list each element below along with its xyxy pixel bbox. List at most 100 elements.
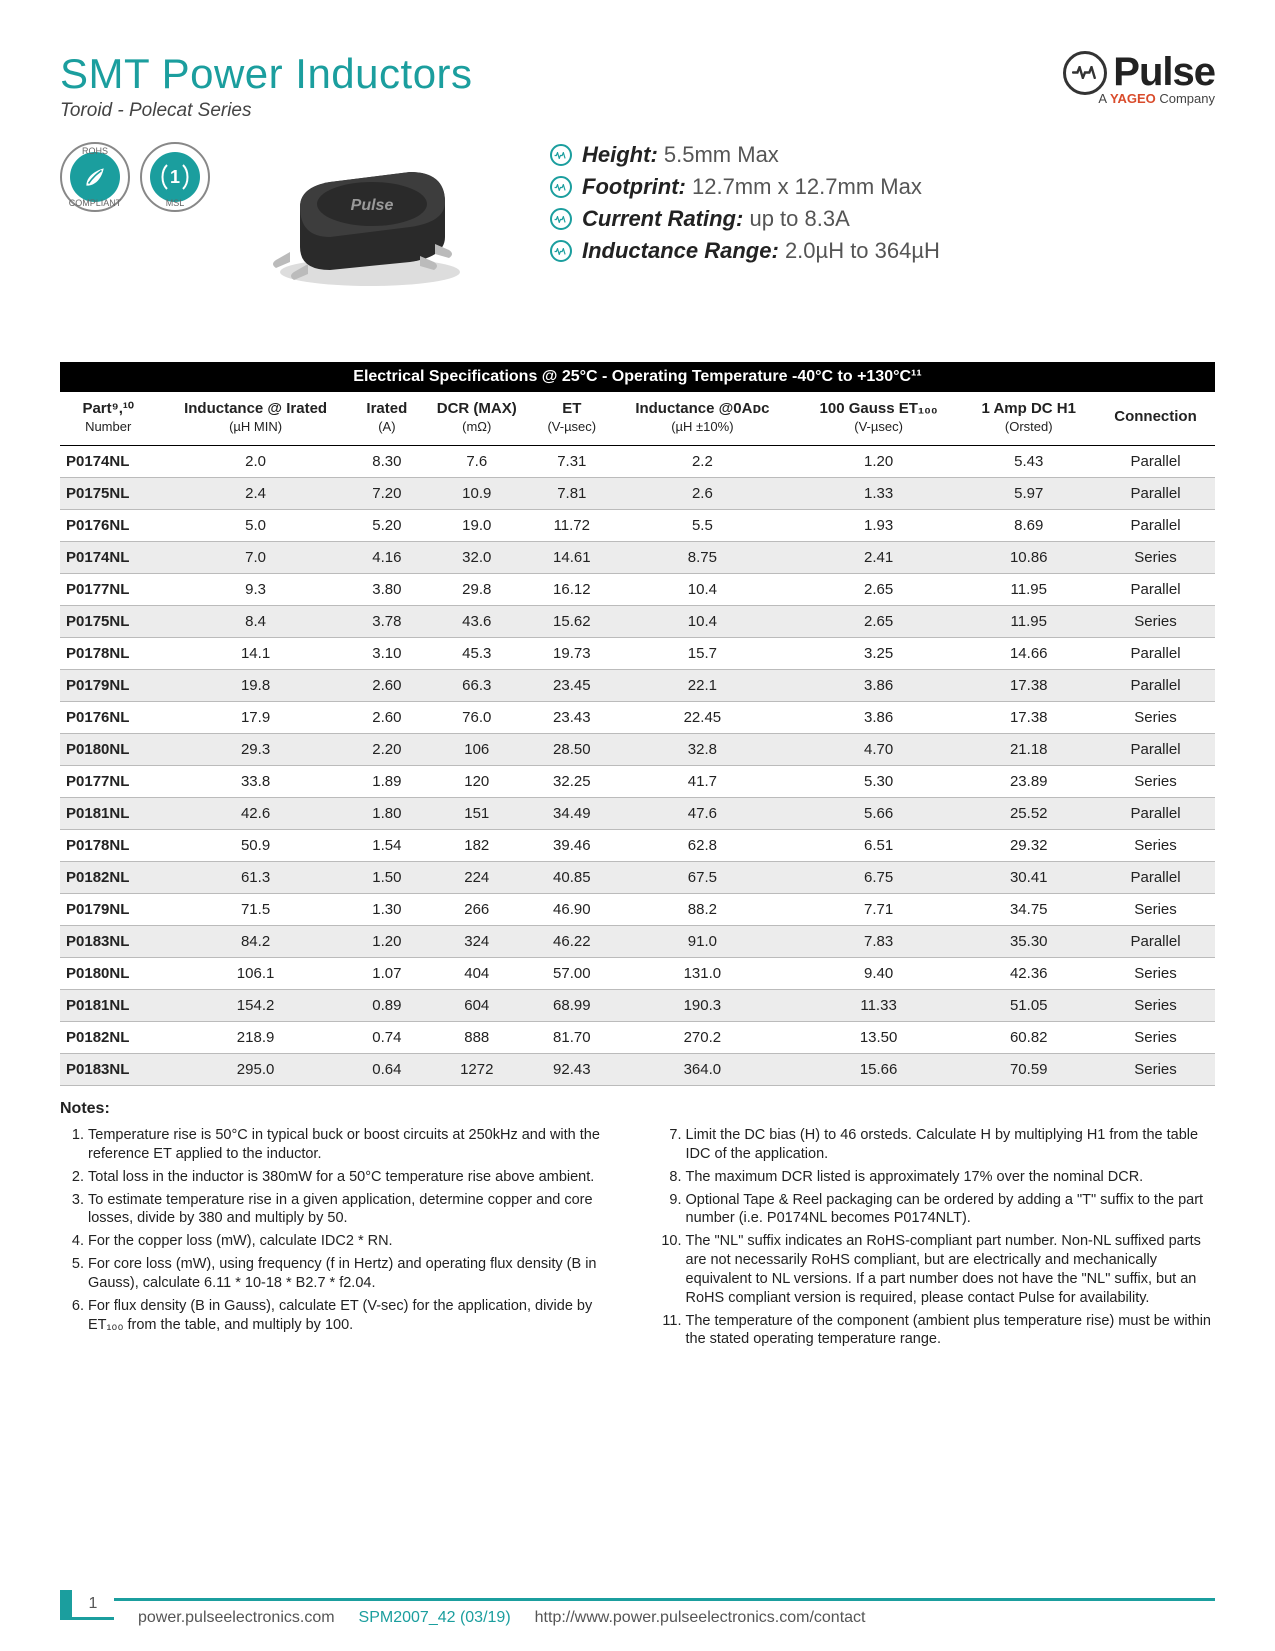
column-header: ET(V-µsec) (535, 392, 609, 446)
spec-label: Current Rating: (582, 206, 743, 231)
note-item: To estimate temperature rise in a given … (88, 1191, 618, 1229)
data-cell: 33.8 (156, 766, 354, 798)
column-header: 100 Gauss ET₁₀₀(V-µsec) (796, 392, 962, 446)
table-row: P0177NL33.81.8912032.2541.75.3023.89Seri… (60, 766, 1215, 798)
data-cell: 2.60 (355, 702, 419, 734)
data-cell: Parallel (1096, 798, 1215, 830)
bullet-icon (550, 208, 572, 230)
note-item: The maximum DCR listed is approximately … (686, 1168, 1216, 1187)
data-cell: 182 (419, 830, 535, 862)
data-cell: 8.30 (355, 446, 419, 478)
data-cell: 604 (419, 990, 535, 1022)
note-item: The temperature of the component (ambien… (686, 1312, 1216, 1350)
data-cell: 8.4 (156, 606, 354, 638)
data-cell: 2.6 (609, 478, 796, 510)
data-cell: 3.10 (355, 638, 419, 670)
pulse-mark-icon (1063, 51, 1107, 95)
data-cell: 9.3 (156, 574, 354, 606)
rohs-label-bottom: COMPLIANT (69, 198, 122, 208)
key-spec-item: Inductance Range: 2.0µH to 364µH (550, 238, 1215, 264)
column-header: 1 Amp DC H1(Orsted) (961, 392, 1096, 446)
part-number-cell: P0178NL (60, 638, 156, 670)
data-cell: 1.20 (355, 926, 419, 958)
compliance-badges: ROHS COMPLIANT 1 MSL (60, 142, 210, 212)
part-number-cell: P0177NL (60, 574, 156, 606)
tagline-brand: YAGEO (1110, 91, 1156, 106)
table-row: P0176NL17.92.6076.023.4322.453.8617.38Se… (60, 702, 1215, 734)
data-cell: 39.46 (535, 830, 609, 862)
data-cell: Series (1096, 606, 1215, 638)
data-cell: 3.80 (355, 574, 419, 606)
table-row: P0179NL19.82.6066.323.4522.13.8617.38Par… (60, 670, 1215, 702)
data-cell: 71.5 (156, 894, 354, 926)
data-cell: Series (1096, 1022, 1215, 1054)
footer-docid: SPM2007_42 (03/19) (359, 1609, 511, 1627)
part-number-cell: P0178NL (60, 830, 156, 862)
spec-table-section: Electrical Specifications @ 25°C - Opera… (60, 362, 1215, 1086)
data-cell: 50.9 (156, 830, 354, 862)
part-number-cell: P0183NL (60, 1054, 156, 1086)
data-cell: 28.50 (535, 734, 609, 766)
data-cell: 1.93 (796, 510, 962, 542)
data-cell: 29.8 (419, 574, 535, 606)
data-cell: 14.1 (156, 638, 354, 670)
part-number-cell: P0181NL (60, 798, 156, 830)
part-number-cell: P0175NL (60, 606, 156, 638)
column-header: Connection (1096, 392, 1215, 446)
page-title: SMT Power Inductors (60, 50, 473, 98)
data-cell: 11.95 (961, 606, 1096, 638)
svg-text:Pulse: Pulse (351, 197, 394, 214)
part-number-cell: P0180NL (60, 734, 156, 766)
data-cell: 5.43 (961, 446, 1096, 478)
data-cell: 34.75 (961, 894, 1096, 926)
part-number-cell: P0182NL (60, 862, 156, 894)
data-cell: 1.33 (796, 478, 962, 510)
table-row: P0181NL154.20.8960468.99190.311.3351.05S… (60, 990, 1215, 1022)
data-cell: 62.8 (609, 830, 796, 862)
table-row: P0182NL218.90.7488881.70270.213.5060.82S… (60, 1022, 1215, 1054)
data-cell: Series (1096, 542, 1215, 574)
note-item: Temperature rise is 50°C in typical buck… (88, 1126, 618, 1164)
data-cell: 8.75 (609, 542, 796, 574)
data-cell: 1272 (419, 1054, 535, 1086)
data-cell: 68.99 (535, 990, 609, 1022)
data-cell: 46.22 (535, 926, 609, 958)
data-cell: 29.32 (961, 830, 1096, 862)
data-cell: 10.86 (961, 542, 1096, 574)
data-cell: 13.50 (796, 1022, 962, 1054)
data-cell: 14.61 (535, 542, 609, 574)
data-cell: 30.41 (961, 862, 1096, 894)
data-cell: 2.65 (796, 574, 962, 606)
data-cell: 404 (419, 958, 535, 990)
part-number-cell: P0177NL (60, 766, 156, 798)
data-cell: 88.2 (609, 894, 796, 926)
data-cell: Parallel (1096, 478, 1215, 510)
column-header: Irated(A) (355, 392, 419, 446)
key-spec-item: Current Rating: up to 8.3A (550, 206, 1215, 232)
data-cell: 5.66 (796, 798, 962, 830)
data-cell: 7.0 (156, 542, 354, 574)
data-cell: 23.43 (535, 702, 609, 734)
data-cell: 7.81 (535, 478, 609, 510)
bullet-icon (550, 240, 572, 262)
data-cell: 15.66 (796, 1054, 962, 1086)
data-cell: Series (1096, 958, 1215, 990)
table-row: P0183NL84.21.2032446.2291.07.8335.30Para… (60, 926, 1215, 958)
data-cell: 4.70 (796, 734, 962, 766)
data-cell: 11.95 (961, 574, 1096, 606)
data-cell: 46.90 (535, 894, 609, 926)
data-cell: 1.80 (355, 798, 419, 830)
msl-badge: 1 MSL (140, 142, 210, 212)
data-cell: Parallel (1096, 734, 1215, 766)
note-item: Limit the DC bias (H) to 46 orsteds. Cal… (686, 1126, 1216, 1164)
leaf-icon (70, 152, 120, 202)
column-header: Part⁹,¹⁰Number (60, 392, 156, 446)
spec-value: 12.7mm x 12.7mm Max (692, 174, 922, 199)
table-row: P0183NL295.00.64127292.43364.015.6670.59… (60, 1054, 1215, 1086)
data-cell: 364.0 (609, 1054, 796, 1086)
note-item: The "NL" suffix indicates an RoHS-compli… (686, 1232, 1216, 1307)
data-cell: Parallel (1096, 670, 1215, 702)
data-cell: 40.85 (535, 862, 609, 894)
data-cell: 42.36 (961, 958, 1096, 990)
data-cell: 224 (419, 862, 535, 894)
